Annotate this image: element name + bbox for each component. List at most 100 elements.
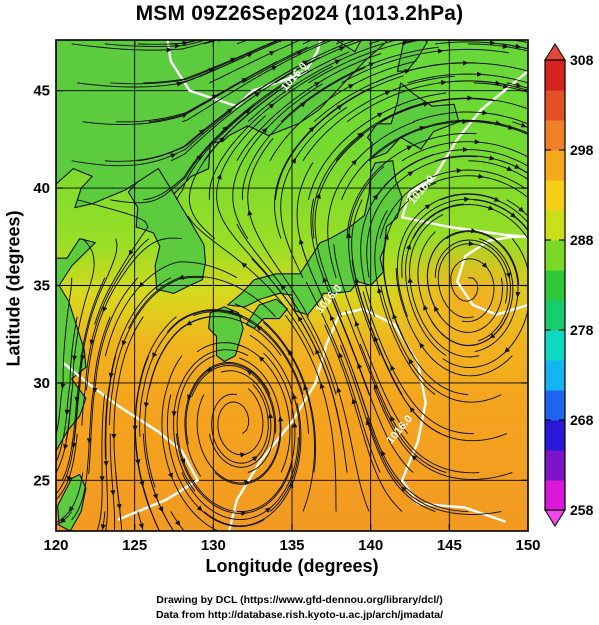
colorbar-segment: [545, 150, 565, 181]
streamline: [374, 388, 513, 480]
streamline-arrow: [478, 173, 484, 179]
streamline-arrow: [292, 393, 298, 400]
streamline: [137, 511, 144, 531]
streamline: [236, 352, 296, 513]
streamline: [407, 73, 528, 84]
streamline-arrow: [347, 84, 355, 89]
streamline: [104, 87, 262, 162]
streamline-arrow: [99, 476, 105, 482]
streamline: [354, 375, 469, 512]
streamline-arrow: [241, 510, 247, 517]
streamline-arrow: [63, 443, 69, 450]
streamline-arrow: [515, 291, 521, 298]
streamline: [401, 141, 528, 162]
colorbar-segment: [545, 330, 565, 361]
streamline: [437, 243, 508, 319]
streamline: [302, 40, 314, 45]
streamline-arrow: [336, 104, 343, 111]
colorbar-max-arrow: [544, 43, 566, 61]
streamline: [333, 244, 408, 434]
streamline: [346, 132, 477, 239]
streamline: [341, 48, 509, 84]
streamline: [359, 343, 480, 474]
streamline-arrow: [196, 505, 203, 512]
streamline: [314, 134, 365, 317]
isobar-3: [62, 362, 199, 521]
streamline: [450, 258, 495, 323]
streamline-arrow: [372, 193, 379, 200]
streamline: [217, 388, 264, 456]
streamline: [184, 361, 271, 477]
streamline-arrow: [504, 347, 511, 353]
streamline: [77, 199, 149, 325]
streamline: [434, 239, 511, 342]
streamline-arrow: [110, 490, 116, 496]
streamline: [71, 40, 217, 51]
streamline-arrow: [336, 386, 342, 393]
warm-region: [380, 230, 528, 370]
streamline: [181, 40, 334, 123]
colorbar-tick-label: 268: [570, 412, 594, 428]
colorbar-segment: [545, 300, 565, 331]
streamline-arrow: [376, 112, 383, 118]
y-tick-label: 35: [33, 278, 50, 295]
streamline: [71, 110, 232, 167]
streamline-arrow: [474, 139, 481, 145]
streamline: [468, 43, 528, 52]
x-tick-label: 145: [437, 537, 462, 554]
streamline-arrow: [400, 486, 407, 492]
streamline: [345, 310, 447, 473]
streamline: [193, 311, 309, 434]
streamline-arrow: [299, 101, 306, 108]
streamline-arrow: [424, 204, 431, 210]
colorbar-min-arrow: [544, 509, 566, 527]
streamline: [379, 169, 526, 239]
streamline: [479, 121, 528, 135]
streamline-arrow: [103, 461, 109, 467]
streamline: [143, 40, 280, 84]
streamline-arrow: [267, 412, 274, 419]
streamline: [380, 285, 502, 403]
streamline: [108, 276, 204, 426]
x-tick-label: 120: [43, 537, 68, 554]
streamline: [96, 394, 106, 531]
streamline: [284, 314, 337, 512]
streamline-arrow: [59, 517, 66, 524]
streamline-arrow: [254, 91, 261, 98]
streamline: [312, 102, 424, 239]
streamline-arrow: [261, 127, 268, 134]
streamline-arrow: [185, 320, 193, 326]
streamline-arrow: [298, 238, 304, 245]
streamline-arrow: [406, 243, 412, 250]
streamline: [405, 203, 464, 356]
y-tick-label: 25: [33, 472, 50, 489]
streamline-arrow: [505, 272, 511, 279]
streamline-arrow: [368, 62, 375, 68]
streamline-arrow: [407, 171, 414, 177]
streamline-arrow: [72, 355, 78, 362]
streamline-arrow: [80, 354, 86, 361]
streamline: [366, 155, 478, 278]
colorbar-segment: [545, 390, 565, 421]
streamline: [280, 46, 439, 123]
y-tick-label: 40: [33, 180, 50, 197]
streamline-arrow: [171, 411, 177, 417]
colorbar-segment: [545, 360, 565, 391]
streamline: [339, 344, 436, 512]
streamline: [269, 60, 417, 162]
streamline-arrow: [351, 398, 357, 405]
streamline: [139, 309, 243, 437]
colorbar-segment: [545, 90, 565, 121]
x-tick-label: 140: [358, 537, 383, 554]
streamline-arrow: [319, 382, 325, 389]
streamline-arrow: [244, 108, 251, 115]
streamline-arrow: [206, 366, 213, 372]
colorbar-segment: [545, 420, 565, 451]
streamline-arrow: [227, 309, 234, 315]
streamline-arrow: [60, 383, 66, 390]
colorbar-segment: [545, 240, 565, 271]
streamline-arrow: [357, 362, 363, 369]
streamline-arrow: [464, 196, 470, 202]
